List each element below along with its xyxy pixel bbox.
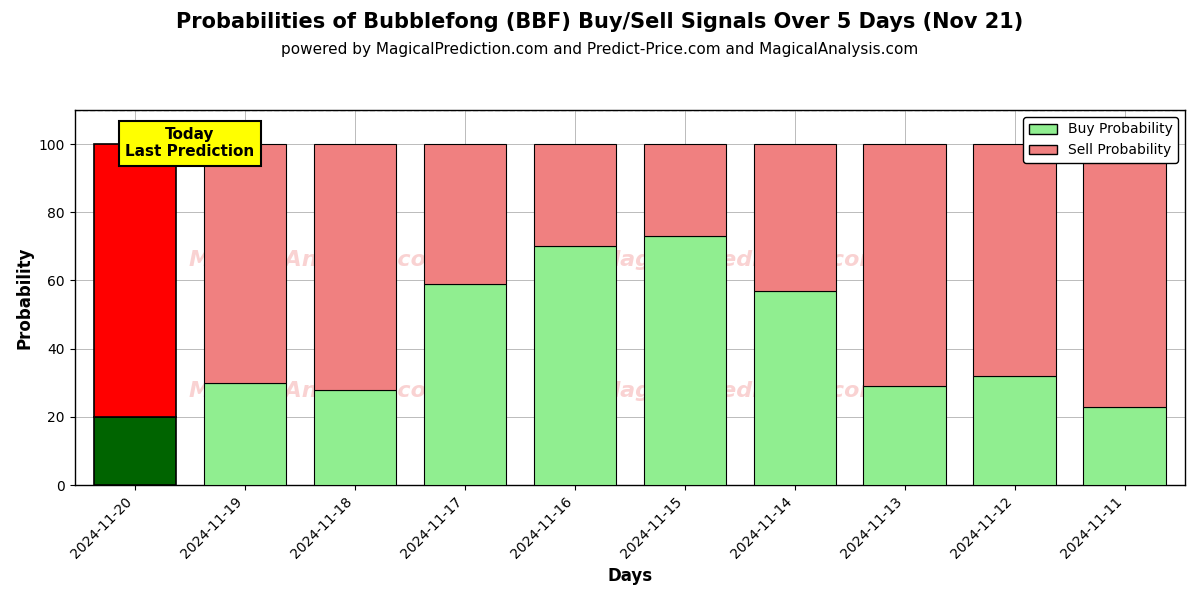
Text: MagicalAnalysis.com: MagicalAnalysis.com — [188, 382, 450, 401]
Bar — [424, 144, 506, 284]
Bar — [534, 144, 616, 247]
Bar — [94, 144, 176, 417]
Bar — [204, 144, 287, 383]
Bar — [1084, 144, 1165, 407]
Bar — [973, 376, 1056, 485]
Text: MagicalPrediction.com: MagicalPrediction.com — [599, 382, 883, 401]
Bar — [754, 144, 836, 291]
Bar — [424, 284, 506, 485]
Bar — [643, 144, 726, 236]
Bar — [204, 383, 287, 485]
Text: Probabilities of Bubblefong (BBF) Buy/Sell Signals Over 5 Days (Nov 21): Probabilities of Bubblefong (BBF) Buy/Se… — [176, 12, 1024, 32]
Bar — [643, 236, 726, 485]
X-axis label: Days: Days — [607, 567, 653, 585]
Bar — [754, 291, 836, 485]
Legend: Buy Probability, Sell Probability: Buy Probability, Sell Probability — [1024, 117, 1178, 163]
Text: MagicalPrediction.com: MagicalPrediction.com — [599, 250, 883, 270]
Text: MagicalAnalysis.com: MagicalAnalysis.com — [188, 250, 450, 270]
Bar — [864, 386, 946, 485]
Bar — [864, 144, 946, 386]
Bar — [534, 247, 616, 485]
Text: Today
Last Prediction: Today Last Prediction — [126, 127, 254, 160]
Text: powered by MagicalPrediction.com and Predict-Price.com and MagicalAnalysis.com: powered by MagicalPrediction.com and Pre… — [281, 42, 919, 57]
Bar — [973, 144, 1056, 376]
Bar — [313, 144, 396, 389]
Y-axis label: Probability: Probability — [16, 246, 34, 349]
Bar — [1084, 407, 1165, 485]
Bar — [313, 389, 396, 485]
Bar — [94, 417, 176, 485]
